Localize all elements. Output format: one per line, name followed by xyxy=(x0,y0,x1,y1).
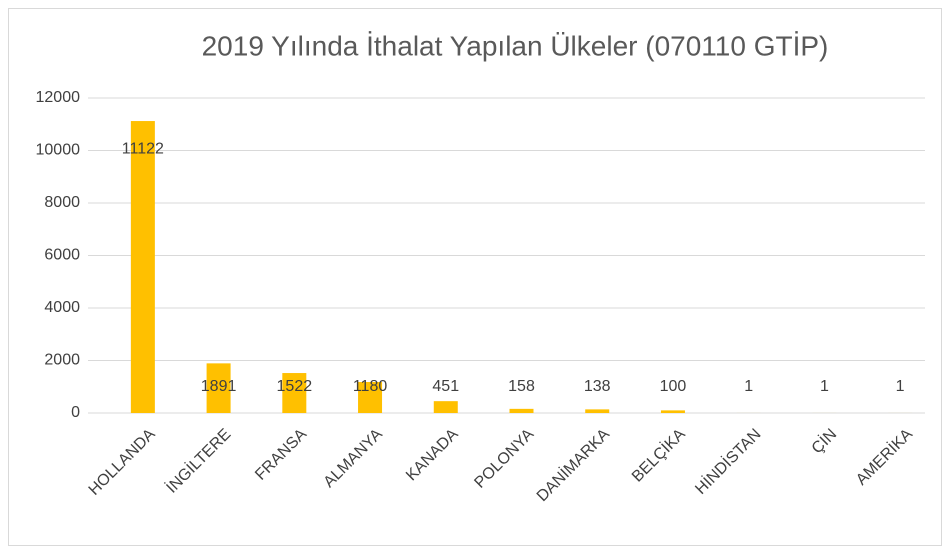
bar xyxy=(660,410,685,413)
y-tick-label: 6000 xyxy=(44,247,80,264)
bar xyxy=(433,401,458,413)
data-label: 1891 xyxy=(201,378,237,395)
data-label: 451 xyxy=(432,378,459,395)
data-label: 1 xyxy=(744,378,753,395)
bar xyxy=(358,382,383,413)
chart-title: 2019 Yılında İthalat Yapılan Ülkeler (07… xyxy=(202,30,829,61)
y-tick-label: 4000 xyxy=(44,299,80,316)
bar xyxy=(282,373,307,413)
data-label: 1522 xyxy=(277,378,313,395)
bar xyxy=(130,121,155,414)
bar xyxy=(206,363,231,413)
y-tick-label: 2000 xyxy=(44,352,80,369)
data-label: 138 xyxy=(584,378,611,395)
data-label: 1 xyxy=(896,378,905,395)
y-tick-label: 12000 xyxy=(36,89,81,106)
data-label: 1180 xyxy=(353,378,388,395)
data-label: 11122 xyxy=(122,140,164,157)
y-tick-label: 10000 xyxy=(36,142,81,159)
y-tick-label: 0 xyxy=(71,404,80,421)
bar xyxy=(509,408,534,413)
y-tick-label: 8000 xyxy=(44,194,80,211)
data-label: 158 xyxy=(508,378,535,395)
data-label: 1 xyxy=(820,378,829,395)
bar xyxy=(585,409,610,413)
data-label: 100 xyxy=(660,378,687,395)
